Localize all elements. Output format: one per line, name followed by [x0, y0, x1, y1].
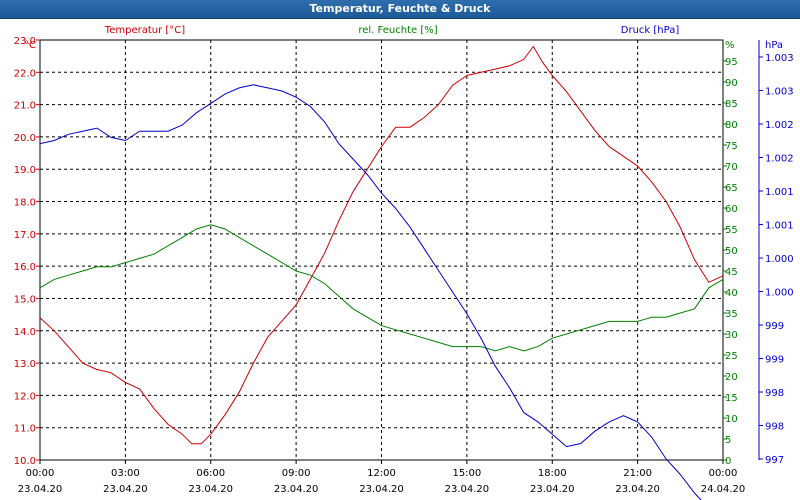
x-tick-time: 21:00: [623, 468, 652, 479]
x-tick-date: 23.04.20: [103, 484, 148, 495]
humidity-tick-label: 80: [725, 120, 738, 131]
title-bar: Temperatur, Feuchte & Druck: [0, 0, 800, 19]
humidity-tick-label: 90: [725, 78, 738, 89]
x-tick-time: 03:00: [111, 468, 140, 479]
x-tick-date: 24.04.20: [701, 484, 746, 495]
temperature-tick-label: 10.0: [14, 456, 36, 467]
pressure-tick-label: 998: [765, 388, 784, 399]
temperature-tick-label: 23.0: [14, 36, 36, 47]
humidity-tick-label: 5: [725, 435, 731, 446]
humidity-tick-label: 15: [725, 393, 738, 404]
pressure-tick-label: 1.002: [765, 154, 794, 165]
pressure-tick-label: 998: [765, 422, 784, 433]
x-tick-time: 00:00: [709, 468, 738, 479]
temperature-tick-label: 14.0: [14, 327, 36, 338]
x-tick-time: 09:00: [282, 468, 311, 479]
x-tick-date: 23.04.20: [445, 484, 490, 495]
x-tick-date: 23.04.20: [18, 484, 63, 495]
humidity-tick-label: 35: [725, 309, 738, 320]
temperature-tick-label: 20.0: [14, 133, 36, 144]
x-tick-time: 15:00: [452, 468, 481, 479]
humidity-tick-label: 65: [725, 183, 738, 194]
pressure-tick-label: 1.000: [765, 254, 794, 265]
humidity-tick-label: 50: [725, 246, 738, 257]
humidity-tick-label: 25: [725, 351, 738, 362]
grid: [40, 40, 723, 460]
pressure-series-line: [39, 84, 702, 500]
humidity-tick-label: 0: [725, 456, 731, 467]
x-tick-date: 23.04.20: [615, 484, 660, 495]
temperature-tick-label: 22.0: [14, 68, 36, 79]
pressure-tick-label: 1.000: [765, 288, 794, 299]
series-lines: [39, 45, 724, 500]
pressure-unit: hPa: [765, 40, 783, 51]
humidity-tick-label: 85: [725, 99, 738, 110]
temperature-tick-label: 12.0: [14, 391, 36, 402]
temperature-tick-label: 18.0: [14, 198, 36, 209]
temperature-tick-label: 11.0: [14, 424, 36, 435]
window-title: Temperatur, Feuchte & Druck: [309, 2, 491, 15]
humidity-tick-label: 55: [725, 225, 738, 236]
humidity-tick-label: 60: [725, 204, 738, 215]
x-tick-date: 23.04.20: [274, 484, 319, 495]
humidity-tick-label: 40: [725, 288, 738, 299]
pressure-tick-label: 1.002: [765, 120, 794, 131]
x-tick-time: 12:00: [367, 468, 396, 479]
pressure-axis-title: Druck [hPa]: [621, 25, 680, 36]
humidity-tick-label: 75: [725, 141, 738, 152]
humidity-series-line: [39, 224, 724, 352]
humidity-tick-label: 20: [725, 372, 738, 383]
x-tick-date: 23.04.20: [359, 484, 404, 495]
pressure-tick-label: 999: [765, 321, 784, 332]
x-tick-time: 00:00: [26, 468, 55, 479]
pressure-tick-label: 1.001: [765, 187, 794, 198]
pressure-tick-label: 999: [765, 355, 784, 366]
pressure-tick-label: 1.001: [765, 221, 794, 232]
temperature-tick-label: 21.0: [14, 101, 36, 112]
x-tick-time: 06:00: [196, 468, 225, 479]
humidity-tick-label: 30: [725, 330, 738, 341]
temperature-tick-label: 16.0: [14, 262, 36, 273]
temperature-tick-label: 19.0: [14, 165, 36, 176]
temperature-axis-title: Temperatur [°C]: [104, 25, 185, 36]
humidity-tick-label: 70: [725, 162, 738, 173]
temperature-tick-label: 15.0: [14, 294, 36, 305]
pressure-tick-label: 997: [765, 455, 784, 466]
humidity-tick-label: 45: [725, 267, 738, 278]
humidity-tick-label: 10: [725, 414, 738, 425]
axes-labels: 00:00 23.04.20 03:00 23.04.20 06:00 23.04.20 0…: [14, 25, 794, 495]
humidity-axis-title: rel. Feuchte [%]: [358, 25, 437, 36]
x-tick-date: 23.04.20: [188, 484, 233, 495]
x-tick-time: 18:00: [538, 468, 567, 479]
humidity-tick-label: 95: [725, 57, 738, 68]
humidity-unit: %: [725, 40, 735, 51]
temperature-tick-label: 13.0: [14, 359, 36, 370]
x-tick-date: 23.04.20: [530, 484, 575, 495]
temperature-unit: °C: [24, 40, 36, 51]
temperature-series-line: [39, 45, 724, 445]
pressure-tick-label: 1.003: [765, 87, 794, 98]
temperature-tick-label: 17.0: [14, 230, 36, 241]
pressure-tick-label: 1.003: [765, 53, 794, 64]
